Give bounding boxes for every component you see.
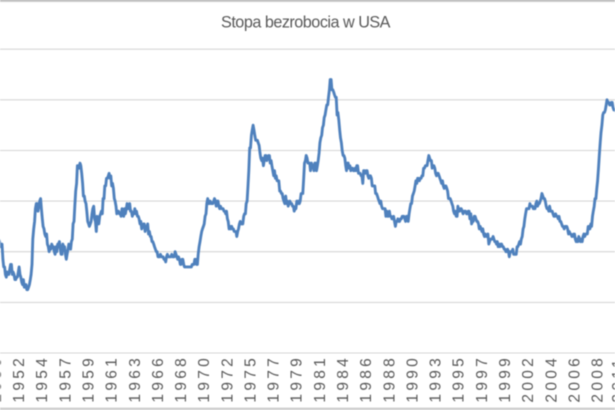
svg-text:1979: 1979 [289,355,306,403]
svg-text:1954: 1954 [34,355,51,403]
svg-text:1968: 1968 [173,355,190,403]
svg-text:1957: 1957 [57,355,74,403]
svg-text:1990: 1990 [404,355,421,403]
svg-text:2011: 2011 [610,356,615,403]
svg-text:1961: 1961 [104,355,121,403]
svg-text:2004: 2004 [543,355,560,403]
svg-text:1970: 1970 [196,355,213,403]
svg-text:1984: 1984 [335,355,352,403]
svg-text:1988: 1988 [381,355,398,403]
svg-text:1950: 1950 [0,355,5,403]
svg-text:1959: 1959 [81,355,98,403]
svg-text:1972: 1972 [219,355,236,403]
svg-text:1952: 1952 [11,355,28,403]
svg-text:1975: 1975 [243,355,260,403]
svg-text:1995: 1995 [451,355,468,403]
svg-text:Stopa bezrobocia w USA: Stopa bezrobocia w USA [221,14,391,32]
svg-text:2008: 2008 [590,355,607,403]
svg-text:1993: 1993 [428,355,445,403]
svg-text:2006: 2006 [566,355,583,403]
svg-text:1999: 1999 [497,355,514,403]
svg-text:1977: 1977 [266,355,283,403]
svg-text:1963: 1963 [127,355,144,403]
svg-text:1986: 1986 [358,355,375,403]
svg-text:2002: 2002 [520,355,537,403]
svg-text:1966: 1966 [150,355,167,403]
svg-text:1981: 1981 [312,355,329,403]
svg-text:1997: 1997 [474,355,491,403]
